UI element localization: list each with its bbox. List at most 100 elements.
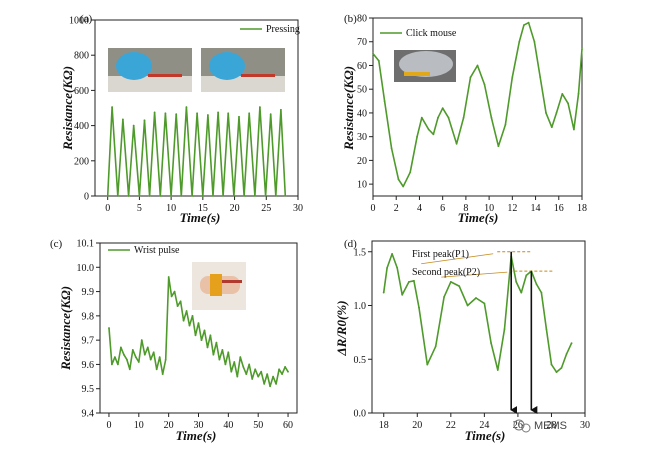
x-tick-label: 15	[198, 203, 208, 214]
data-point	[248, 112, 251, 115]
y-tick-label: 1.5	[354, 247, 367, 258]
data-point	[266, 373, 269, 375]
y-tick-label: 40	[357, 108, 367, 119]
data-point	[254, 195, 256, 197]
y-axis-label: Resistance(KΩ)	[58, 286, 73, 371]
x-tick-label: 16	[554, 203, 564, 214]
data-point	[550, 126, 553, 129]
data-point	[201, 195, 204, 197]
y-tick-label: 70	[357, 37, 367, 48]
sensor-icon	[404, 72, 430, 76]
data-point	[383, 100, 386, 102]
y-tick-label: 60	[357, 61, 367, 72]
data-point	[545, 328, 548, 330]
y-tick-label: 10.1	[77, 239, 95, 250]
legend-label: Pressing	[266, 24, 300, 35]
data-point	[111, 106, 113, 108]
data-point	[206, 346, 209, 349]
data-point	[106, 195, 109, 197]
y-axis-label: Resistance(KΩ)	[60, 66, 75, 151]
data-point	[158, 356, 161, 358]
x-tick-label: 10	[134, 420, 144, 431]
data-point	[577, 93, 580, 95]
data-point	[503, 328, 506, 330]
y-tick-label: 200	[74, 156, 89, 167]
y-tick-label: 9.4	[82, 409, 95, 420]
data-point	[143, 353, 146, 356]
photo-table	[108, 76, 192, 92]
glove-icon	[209, 52, 245, 80]
y-tick-label: 600	[74, 86, 89, 97]
data-point	[260, 370, 263, 373]
data-point	[561, 93, 564, 95]
data-point	[209, 334, 212, 337]
x-tick-label: 28	[546, 420, 556, 431]
data-point	[555, 371, 558, 373]
x-tick-label: 2	[394, 203, 399, 214]
data-point	[504, 123, 507, 126]
data-point	[272, 375, 274, 378]
x-tick-label: 26	[513, 420, 523, 431]
data-point	[545, 112, 547, 114]
data-point	[409, 171, 412, 174]
data-point	[565, 353, 568, 355]
data-point	[475, 297, 477, 299]
data-point	[140, 339, 143, 341]
data-point	[386, 267, 388, 269]
x-tick-label: 20	[230, 203, 240, 214]
data-point	[278, 368, 280, 371]
peak-annotations: First peak(P1) Second peak(P2)	[412, 249, 554, 414]
data-point	[224, 363, 227, 366]
x-tick-label: 25	[261, 203, 271, 214]
data-point	[212, 195, 214, 197]
data-point	[170, 295, 173, 298]
wire-icon	[222, 280, 242, 283]
data-point	[239, 356, 242, 358]
y-tick-label: 9.5	[82, 384, 95, 395]
y-tick-label: 0	[84, 192, 89, 203]
x-tick-label: 4	[417, 203, 422, 214]
data-point	[263, 383, 266, 385]
y-axis-label: Resistance(KΩ)	[341, 66, 356, 151]
data-point	[535, 283, 538, 285]
data-point	[146, 346, 149, 349]
x-axis-label: Time(s)	[180, 210, 221, 225]
data-point	[287, 370, 289, 373]
data-point	[427, 128, 430, 131]
data-point	[122, 118, 124, 121]
data-point	[443, 296, 445, 298]
panel-label: (d)	[344, 238, 357, 250]
plot-frame	[372, 17, 583, 197]
data-point	[149, 358, 152, 361]
data-point	[391, 253, 393, 255]
data-point	[152, 351, 155, 354]
data-point	[581, 48, 583, 50]
data-point	[441, 107, 444, 110]
x-tick-label: 0	[371, 203, 376, 214]
y-tick-label: 9.7	[82, 336, 95, 347]
data-point	[372, 52, 374, 55]
data-point	[191, 315, 194, 317]
data-point	[182, 319, 185, 322]
data-point	[469, 76, 472, 79]
x-tick-label: 6	[440, 203, 445, 214]
panel-label: (a)	[80, 13, 93, 25]
data-point	[455, 142, 458, 145]
data-point	[539, 76, 542, 79]
series-line	[106, 106, 287, 197]
inset-photo	[192, 262, 246, 310]
wechat-icon-secondary	[521, 423, 531, 433]
data-point	[251, 378, 254, 380]
data-point	[116, 195, 119, 197]
data-point	[197, 322, 200, 324]
data-point	[218, 358, 221, 361]
data-point	[567, 102, 569, 105]
data-point	[173, 290, 176, 293]
x-tick-label: 14	[531, 203, 541, 214]
data-point	[188, 324, 191, 327]
data-point	[573, 128, 575, 131]
watermark: MEMS	[513, 419, 567, 433]
data-point	[397, 178, 400, 181]
x-tick-label: 22	[446, 420, 456, 431]
mouse-icon	[399, 51, 453, 77]
